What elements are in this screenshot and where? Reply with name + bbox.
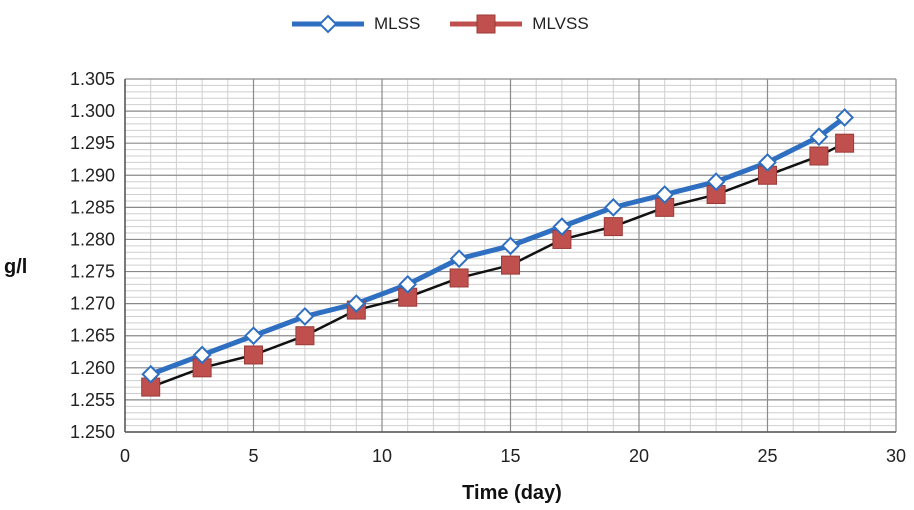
y-axis-label: g/l [4,256,28,278]
y-tick-label: 1.275 [70,262,115,282]
mlss-point [655,185,675,204]
legend-swatch-mlss [292,14,364,34]
mlss-point [192,345,212,365]
x-tick-label: 10 [372,446,392,466]
mlvss-point [449,268,469,288]
x-tick-label: 15 [500,446,520,466]
y-tick-label: 1.255 [70,390,115,410]
y-tick-label: 1.265 [70,326,115,346]
legend-label-mlvss: MLVSS [532,14,589,33]
mlss-point [398,274,418,294]
y-tick-label: 1.280 [70,229,115,249]
x-tick-label: 20 [629,446,649,466]
mlss-point [809,127,829,147]
y-tick-label: 1.250 [70,422,115,442]
legend-swatch-mlvss [450,14,523,34]
legend-label-mlss: MLSS [374,14,421,33]
y-tick-label: 1.305 [70,69,115,89]
mlvss-point [809,146,829,166]
y-tick-label: 1.295 [70,133,115,153]
x-tick-label: 5 [248,446,258,466]
mlss-point [706,172,726,192]
legend-item-mlss: MLSS [292,12,420,36]
mlss-point [244,326,263,346]
mlvss-point [603,217,623,237]
legend-item-mlvss: MLVSS [450,12,589,36]
mlss-point [603,197,623,217]
mlvss-point [295,326,315,346]
y-tick-label: 1.300 [70,101,115,121]
x-tick-label: 0 [120,446,130,466]
x-axis-label: Time (day) [462,482,562,504]
x-tick-label: 30 [886,446,906,466]
mlvss-point [835,133,855,153]
mlss-point [835,108,855,127]
y-tick-label: 1.290 [70,165,115,185]
mlss-point [758,153,777,172]
mlss-point [501,236,520,256]
mlss-point [552,217,572,237]
mlss-point [295,307,315,326]
y-tick-label: 1.285 [70,197,115,217]
mlss-point [141,364,161,384]
mlvss-point [501,255,520,275]
mlss-point [449,249,469,269]
x-tick-label: 25 [757,446,777,466]
legend: MLSS MLVSS [292,12,589,36]
y-tick-label: 1.270 [70,294,115,314]
y-tick-label: 1.260 [70,358,115,378]
mlvss-point [244,345,263,365]
mlss-point [346,294,366,314]
